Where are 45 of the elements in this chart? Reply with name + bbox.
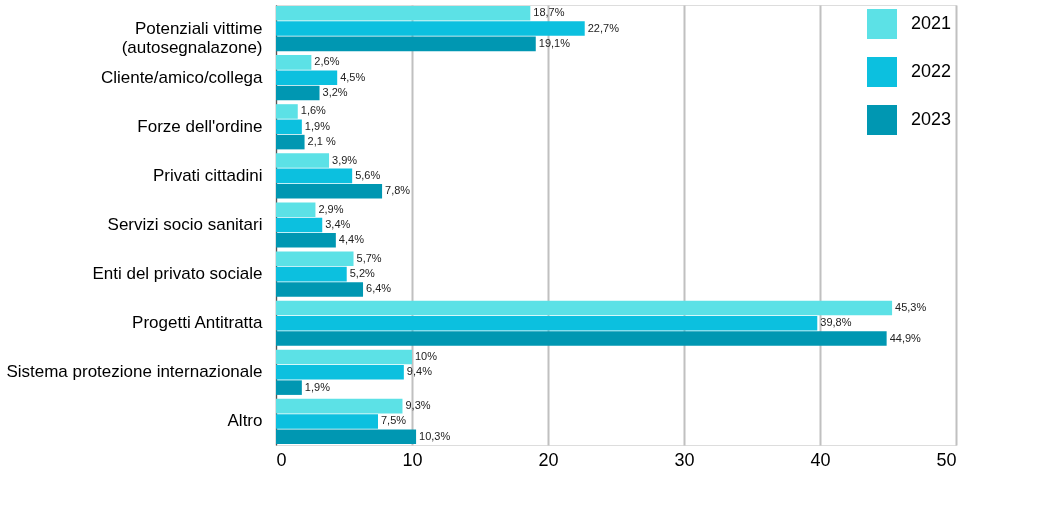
x-tick-label: 20 xyxy=(538,449,559,470)
y-tick-label: Altro xyxy=(227,411,263,431)
y-tick-label: Privati cittadini xyxy=(152,165,263,185)
data-label: 5,7% xyxy=(356,251,382,264)
data-label: 22,7% xyxy=(587,21,620,34)
x-tick-label: 10 xyxy=(402,449,423,470)
y-tick-label: Progetti Antitratta xyxy=(132,313,264,333)
x-tick-label: 30 xyxy=(674,449,695,470)
data-label: 45,3% xyxy=(895,300,927,313)
data-label: 10% xyxy=(415,350,438,363)
y-tick-label: Forze dell'ordine xyxy=(137,116,263,136)
data-label: 9,3% xyxy=(405,399,431,412)
data-label: 7,5% xyxy=(381,414,407,427)
legend-label: 2022 xyxy=(911,61,952,81)
y-tick-label: Servizi socio sanitari xyxy=(107,215,263,234)
data-label: 6,4% xyxy=(366,282,392,295)
legend-label: 2021 xyxy=(911,13,952,33)
data-label: 3,2% xyxy=(322,85,348,98)
data-label: 2,1 % xyxy=(307,135,336,148)
data-label: 5,6% xyxy=(355,168,381,181)
data-label: 44,9% xyxy=(889,331,922,344)
x-tick-label: 50 xyxy=(936,449,957,470)
data-label: 18,7% xyxy=(533,6,565,19)
data-label: 10,3% xyxy=(419,429,451,442)
data-label: 39,8% xyxy=(820,316,852,329)
data-label: 3,4% xyxy=(325,218,351,230)
y-tick-label: Cliente/amico/collega xyxy=(100,67,264,87)
data-label: 1,6% xyxy=(300,104,327,117)
data-label: 19,1% xyxy=(538,36,571,49)
y-tick-label: Potenziali vittime (autosegnalazone) xyxy=(121,18,263,57)
data-label: 2,9% xyxy=(318,202,344,215)
legend-label: 2023 xyxy=(911,109,952,129)
data-label: 9,4% xyxy=(406,365,433,378)
x-tick-label: 0 xyxy=(276,449,287,470)
data-label: 4,5% xyxy=(340,70,366,83)
data-label: 2,6% xyxy=(314,55,340,68)
data-label: 7,8% xyxy=(385,184,411,197)
data-label: 1,9% xyxy=(304,380,331,393)
data-label: 1,9% xyxy=(304,119,331,132)
data-label: 3,9% xyxy=(332,153,358,166)
x-tick-label: 40 xyxy=(810,449,831,470)
data-label: 5,2% xyxy=(349,267,376,280)
y-tick-label: Sistema protezione internazionale xyxy=(6,362,263,382)
y-tick-label: Enti del privato sociale xyxy=(92,264,263,284)
data-label: 4,4% xyxy=(338,233,365,246)
